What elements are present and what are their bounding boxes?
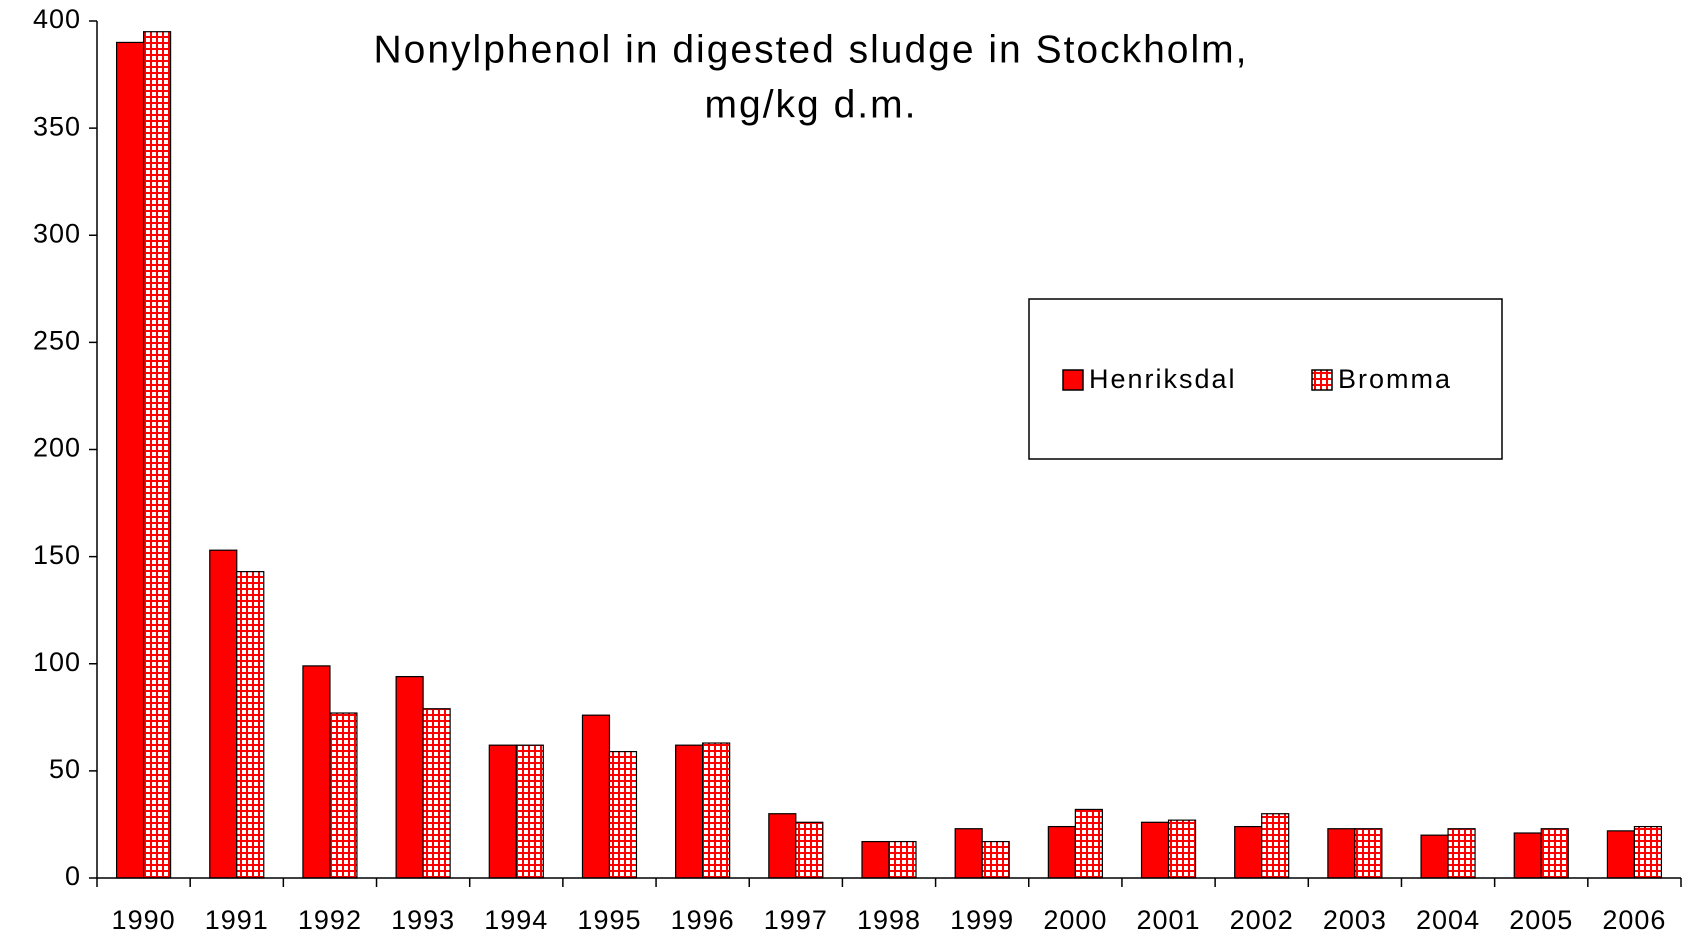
y-tick-label: 250 (33, 326, 81, 356)
y-tick-label: 300 (33, 218, 81, 248)
chart-title: Nonylphenol in digested sludge in Stockh… (374, 28, 1249, 71)
x-tick-label: 2006 (1602, 905, 1666, 935)
bar (236, 571, 265, 879)
x-tick-label: 1997 (764, 905, 828, 935)
bar (675, 744, 704, 879)
legend-label: Henriksdal (1089, 364, 1237, 394)
legend-label: Bromma (1338, 364, 1452, 394)
bar (1047, 825, 1076, 879)
x-tick-label: 1991 (205, 905, 269, 935)
x-tick-label: 2005 (1509, 905, 1573, 935)
bar (1420, 834, 1449, 879)
bar (209, 549, 238, 879)
y-tick-label: 50 (49, 754, 81, 784)
x-tick-label: 1992 (298, 905, 362, 935)
y-tick-label: 200 (33, 433, 81, 463)
y-tick-label: 150 (33, 540, 81, 570)
x-tick-label: 2002 (1230, 905, 1294, 935)
bar (1167, 819, 1197, 879)
y-tick-label: 0 (65, 861, 81, 891)
bar (302, 665, 331, 879)
bar (515, 744, 544, 879)
x-tick-label: 2003 (1323, 905, 1387, 935)
bar (142, 31, 172, 879)
chart-subtitle: mg/kg d.m. (705, 83, 918, 126)
legend-box (1028, 298, 1503, 460)
bar (1074, 808, 1103, 879)
bar (422, 708, 451, 879)
bar (608, 750, 638, 879)
x-tick-label: 2000 (1043, 905, 1107, 935)
bar (1447, 828, 1476, 879)
bar (395, 676, 424, 879)
x-tick-label: 1990 (112, 905, 176, 935)
bar (1327, 828, 1356, 879)
bar (1633, 825, 1663, 879)
bar (1606, 830, 1636, 879)
x-tick-label: 1993 (391, 905, 455, 935)
bar (115, 41, 145, 879)
bar (795, 821, 824, 879)
bar (702, 742, 731, 879)
y-tick-label: 400 (33, 4, 81, 34)
bar (1234, 825, 1263, 879)
bar (329, 712, 358, 879)
bar (488, 744, 517, 879)
x-tick-label: 2004 (1416, 905, 1480, 935)
x-tick-label: 1994 (484, 905, 548, 935)
bar (581, 714, 611, 879)
bar (861, 840, 890, 879)
x-tick-label: 1999 (950, 905, 1014, 935)
bar (1140, 821, 1170, 879)
bar (1354, 828, 1383, 879)
x-tick-label: 1995 (577, 905, 641, 935)
bar (1540, 828, 1569, 879)
legend-swatch (1311, 369, 1333, 391)
bar (981, 840, 1010, 879)
bar (768, 813, 797, 879)
x-tick-label: 1996 (671, 905, 735, 935)
bar (1513, 832, 1542, 879)
bar (954, 828, 983, 879)
y-tick-label: 100 (33, 647, 81, 677)
x-tick-label: 1998 (857, 905, 921, 935)
bar (1261, 813, 1290, 879)
legend-swatch (1062, 369, 1084, 391)
x-tick-label: 2001 (1136, 905, 1200, 935)
y-tick-label: 350 (33, 111, 81, 141)
bar (888, 840, 917, 879)
